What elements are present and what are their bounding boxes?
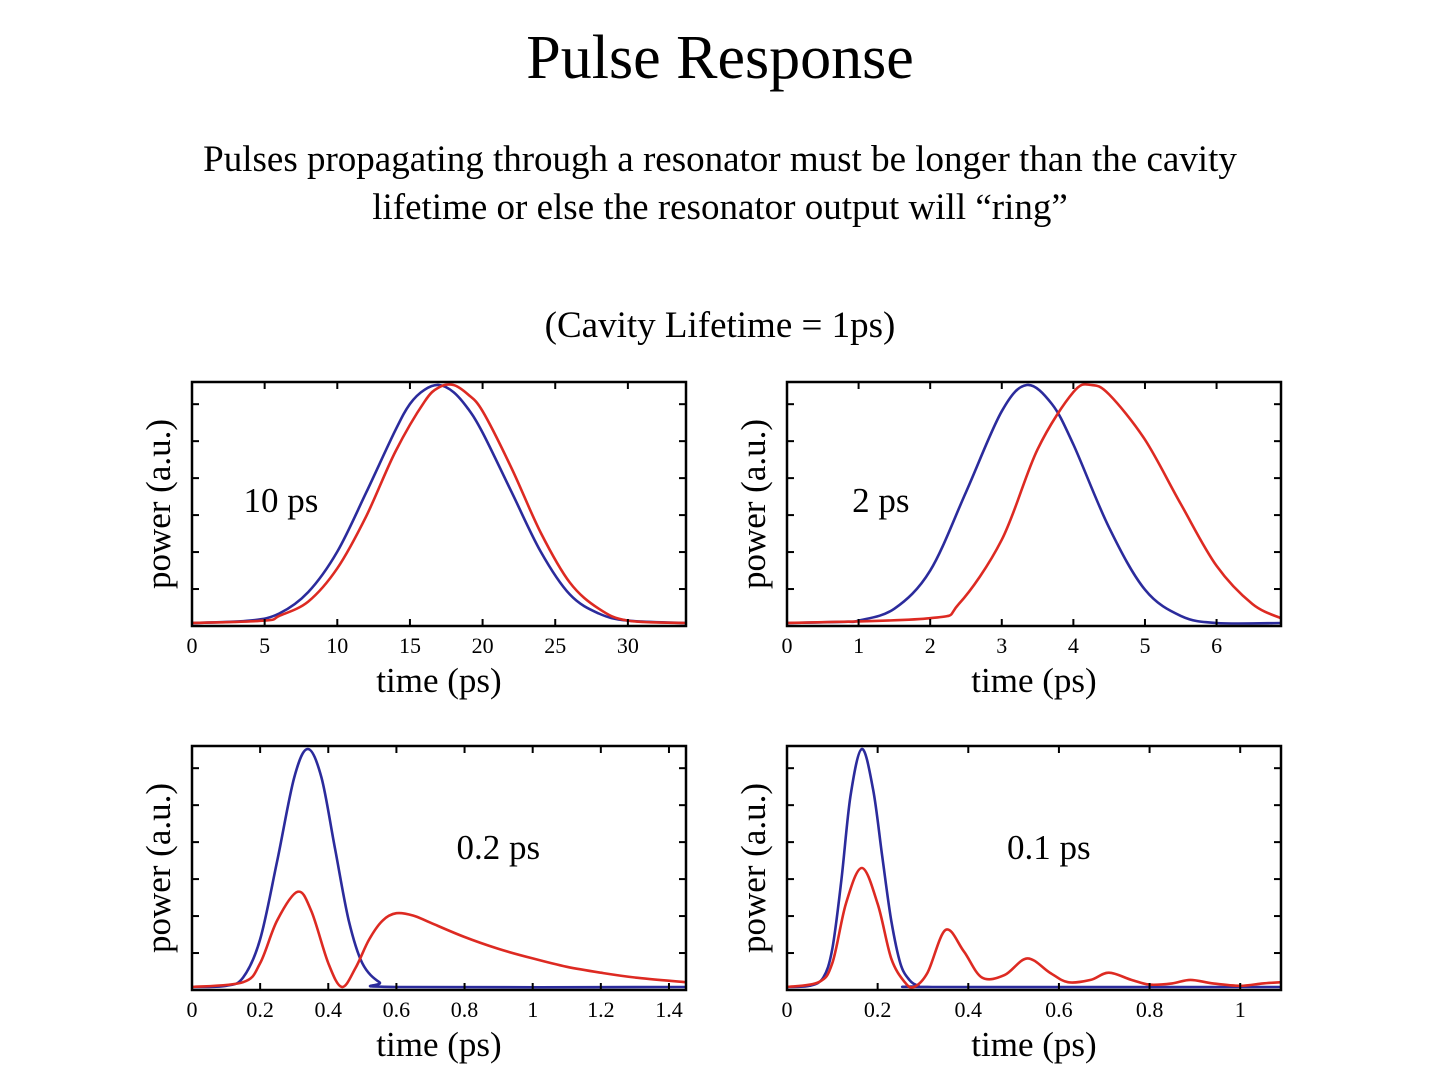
slide-title: Pulse Response (526, 24, 914, 92)
x-tick-label: 0.4 (315, 997, 343, 1022)
x-tick-label: 20 (472, 633, 494, 658)
pulse-width-annotation: 2 ps (852, 481, 909, 520)
chart-3: 0 0.2 0.4 0.6 0.8 1 1.2 1.4 time (ps) power (a.u.… (139, 744, 688, 1064)
subtitle-line-2: lifetime or else the resonator output wi… (372, 187, 1068, 228)
x-tick-label: 1 (527, 997, 538, 1022)
x-tick-label: 5 (1139, 633, 1150, 658)
plot-frame (190, 744, 688, 992)
x-tick-label: 0 (782, 997, 793, 1022)
cavity-lifetime-note: (Cavity Lifetime = 1ps) (544, 305, 896, 346)
slide-subtitle: Pulses propagating through a resonator m… (100, 136, 1340, 232)
x-tick-label: 1 (853, 633, 864, 658)
x-axis-label: time (ps) (376, 1025, 501, 1064)
x-tick-label: 1 (1235, 997, 1246, 1022)
plot-frame (785, 744, 1283, 992)
y-axis-label: power (a.u.) (139, 783, 178, 953)
output-curve (786, 382, 1282, 625)
input-curve (191, 383, 687, 625)
x-tick-label: 1.2 (587, 997, 615, 1022)
x-tick-label: 6 (1211, 633, 1222, 658)
x-tick-label: 0.2 (246, 997, 274, 1022)
x-tick-label: 30 (617, 633, 639, 658)
x-axis-label: time (ps) (971, 661, 1096, 700)
output-curve (191, 383, 687, 625)
x-tick-label: 0.2 (864, 997, 892, 1022)
chart-2: 0 1 2 3 4 5 6 time (ps) power (a.u.) 2 ps (734, 380, 1283, 700)
x-tick-label: 1.4 (655, 997, 683, 1022)
output-curve (191, 890, 687, 989)
pulse-width-annotation: 10 ps (243, 481, 318, 520)
y-axis-label: power (a.u.) (734, 783, 773, 953)
x-tick-label: 25 (544, 633, 566, 658)
chart-4: 0 0.2 0.4 0.6 0.8 1 time (ps) power (a.u.) 0.1 p… (734, 744, 1283, 1064)
x-tick-label: 0.6 (383, 997, 411, 1022)
input-curve (191, 747, 687, 989)
x-tick-label: 5 (259, 633, 270, 658)
input-curve (786, 383, 1282, 625)
x-axis-label: time (ps) (971, 1025, 1096, 1064)
x-tick-label: 0.6 (1045, 997, 1073, 1022)
output-curve (786, 866, 1282, 989)
y-axis-label: power (a.u.) (139, 419, 178, 589)
plot-frame (190, 380, 688, 628)
plot-frame (785, 380, 1283, 628)
x-tick-label: 0.4 (955, 997, 983, 1022)
x-tick-label: 0.8 (451, 997, 479, 1022)
input-curve (786, 747, 1282, 989)
chart-1: 0 5 10 15 20 25 30 time (ps) power (a.u.) 10 ps (139, 380, 688, 700)
x-tick-label: 0.8 (1136, 997, 1164, 1022)
pulse-width-annotation: 0.2 ps (456, 828, 540, 867)
x-tick-label: 4 (1068, 633, 1079, 658)
x-tick-label: 15 (399, 633, 421, 658)
x-tick-label: 2 (925, 633, 936, 658)
x-tick-label: 10 (326, 633, 348, 658)
x-tick-label: 3 (996, 633, 1007, 658)
x-axis-label: time (ps) (376, 661, 501, 700)
x-tick-label: 0 (187, 997, 198, 1022)
y-axis-label: power (a.u.) (734, 419, 773, 589)
x-tick-label: 0 (782, 633, 793, 658)
x-tick-label: 0 (187, 633, 198, 658)
subtitle-line-1: Pulses propagating through a resonator m… (203, 139, 1237, 180)
pulse-width-annotation: 0.1 ps (1007, 828, 1091, 867)
